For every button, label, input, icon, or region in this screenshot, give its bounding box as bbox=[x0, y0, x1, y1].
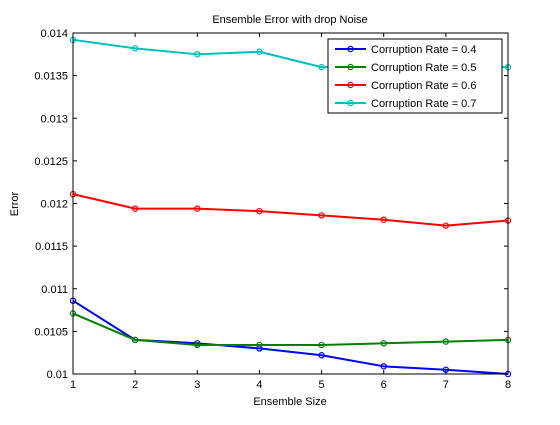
x-tick-label: 1 bbox=[70, 379, 76, 391]
y-tick-label: 0.014 bbox=[40, 28, 68, 40]
legend-item: Corruption Rate = 0.7 bbox=[335, 98, 476, 110]
data-point bbox=[318, 341, 325, 349]
data-point bbox=[318, 63, 325, 71]
data-point bbox=[256, 341, 263, 349]
x-tick-label: 3 bbox=[194, 379, 200, 391]
y-tick-label: 0.0135 bbox=[34, 71, 68, 83]
y-tick-label: 0.0125 bbox=[34, 156, 68, 168]
x-tick-label: 5 bbox=[319, 379, 325, 391]
legend-swatch-marker bbox=[347, 99, 354, 107]
tick-layer: 1 2 3 4 5 6 7 8 0.01 0.0105 0.011 0.0115 0.012 0.0125… bbox=[34, 28, 511, 391]
y-tick-label: 0.013 bbox=[40, 113, 68, 125]
data-point bbox=[442, 222, 450, 229]
x-tick-label: 4 bbox=[256, 379, 262, 391]
data-point bbox=[380, 216, 387, 223]
data-point bbox=[131, 336, 139, 344]
legend-item: Corruption Rate = 0.6 bbox=[335, 80, 476, 92]
legend-swatch-marker bbox=[347, 81, 354, 89]
data-point bbox=[194, 341, 201, 349]
chart-title: Ensemble Error with drop Noise bbox=[212, 14, 367, 26]
legend-label: Corruption Rate = 0.6 bbox=[371, 80, 476, 92]
data-point bbox=[318, 352, 325, 359]
y-tick-label: 0.0115 bbox=[35, 241, 68, 253]
data-point bbox=[318, 212, 325, 219]
data-point bbox=[380, 363, 387, 370]
legend-label: Corruption Rate = 0.4 bbox=[371, 44, 476, 56]
legend-label: Corruption Rate = 0.5 bbox=[371, 62, 476, 74]
series-group bbox=[69, 310, 512, 349]
data-point bbox=[131, 205, 139, 212]
data-point bbox=[256, 207, 263, 215]
y-tick-label: 0.011 bbox=[41, 284, 68, 296]
legend-swatch-marker bbox=[347, 45, 354, 53]
data-point bbox=[256, 48, 263, 55]
x-tick-label: 7 bbox=[443, 379, 449, 391]
series-line bbox=[72, 312, 509, 347]
y-tick-label: 0.01 bbox=[47, 369, 68, 381]
data-point bbox=[194, 51, 201, 58]
x-tick-label: 8 bbox=[505, 379, 511, 391]
legend: Corruption Rate = 0.4 Corruption Rate = 0… bbox=[327, 38, 503, 114]
data-point bbox=[442, 338, 450, 345]
series-line bbox=[72, 299, 509, 375]
data-point bbox=[131, 45, 139, 52]
series-group bbox=[69, 190, 512, 229]
y-axis-label: Error bbox=[9, 191, 21, 216]
legend-swatch-marker bbox=[347, 63, 354, 71]
x-tick-label: 6 bbox=[381, 379, 387, 391]
legend-box bbox=[327, 38, 503, 114]
data-point bbox=[194, 205, 201, 212]
x-tick-label: 2 bbox=[132, 379, 138, 391]
data-point bbox=[380, 340, 387, 347]
y-tick-label: 0.0105 bbox=[34, 326, 68, 338]
y-tick-label: 0.012 bbox=[40, 199, 68, 211]
legend-label: Corruption Rate = 0.7 bbox=[371, 98, 476, 110]
x-axis-label: Ensemble Size bbox=[253, 396, 326, 408]
series-line bbox=[72, 193, 509, 227]
legend-item: Corruption Rate = 0.4 bbox=[335, 44, 476, 56]
legend-item: Corruption Rate = 0.5 bbox=[335, 62, 476, 74]
